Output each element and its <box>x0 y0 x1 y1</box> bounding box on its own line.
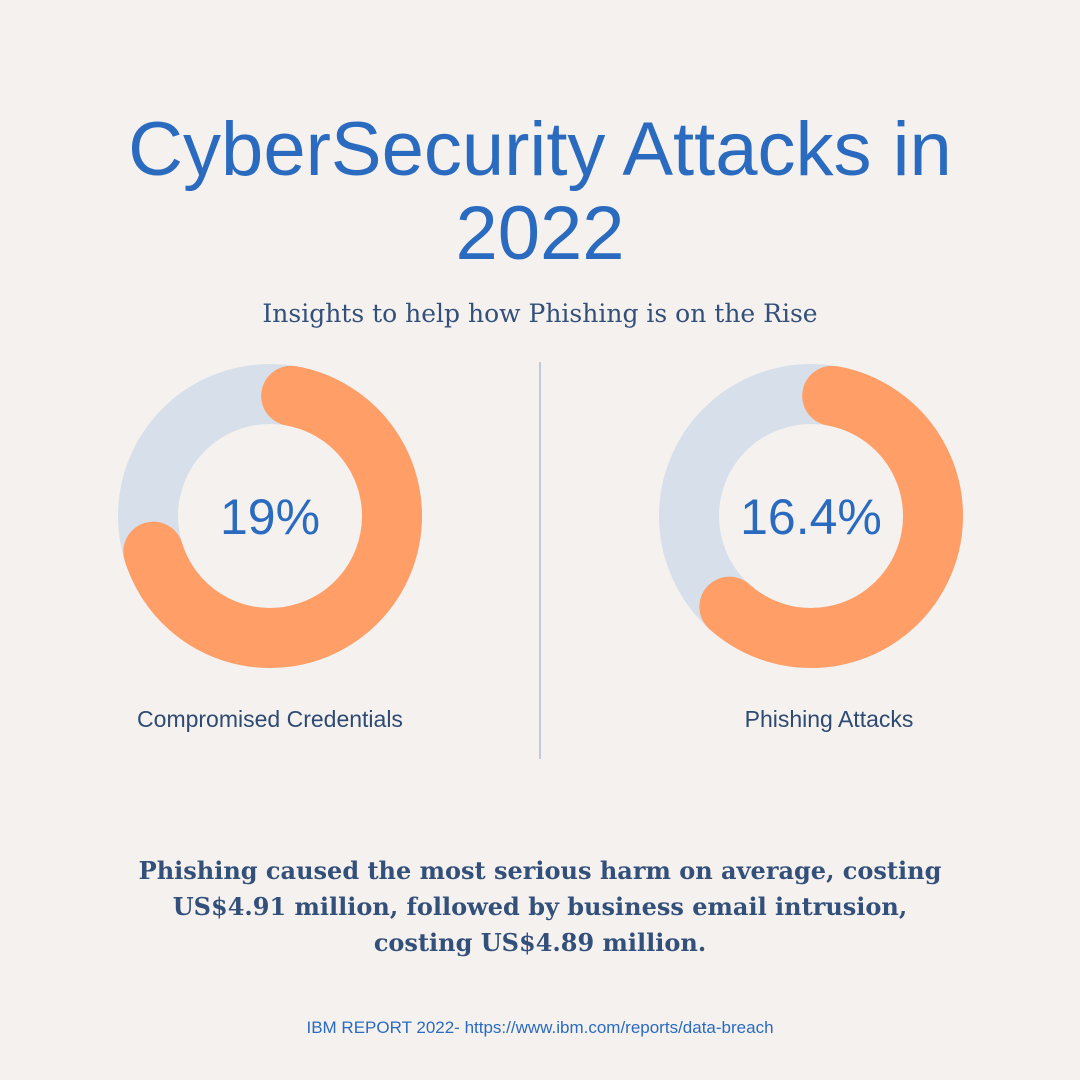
donut-category-label: Compromised Credentials <box>137 706 403 732</box>
page-subtitle: Insights to help how Phishing is on the … <box>262 299 818 328</box>
donut-value-label: 16.4% <box>740 489 882 545</box>
donut-category-label: Phishing Attacks <box>745 706 914 732</box>
source-link[interactable]: IBM REPORT 2022- https://www.ibm.com/rep… <box>306 1018 774 1037</box>
donut-arc <box>699 365 963 668</box>
page-title: CyberSecurity Attacks in 2022 <box>128 107 952 276</box>
donut-chart-compromised-credentials: 19% Compromised Credentials <box>118 364 422 732</box>
donut-arc <box>123 365 422 668</box>
summary-text: Phishing caused the most serious harm on… <box>138 856 942 957</box>
donut-value-label: 19% <box>220 489 320 545</box>
donut-chart-phishing-attacks: 16.4% Phishing Attacks <box>659 364 963 732</box>
chart-divider <box>539 362 541 759</box>
